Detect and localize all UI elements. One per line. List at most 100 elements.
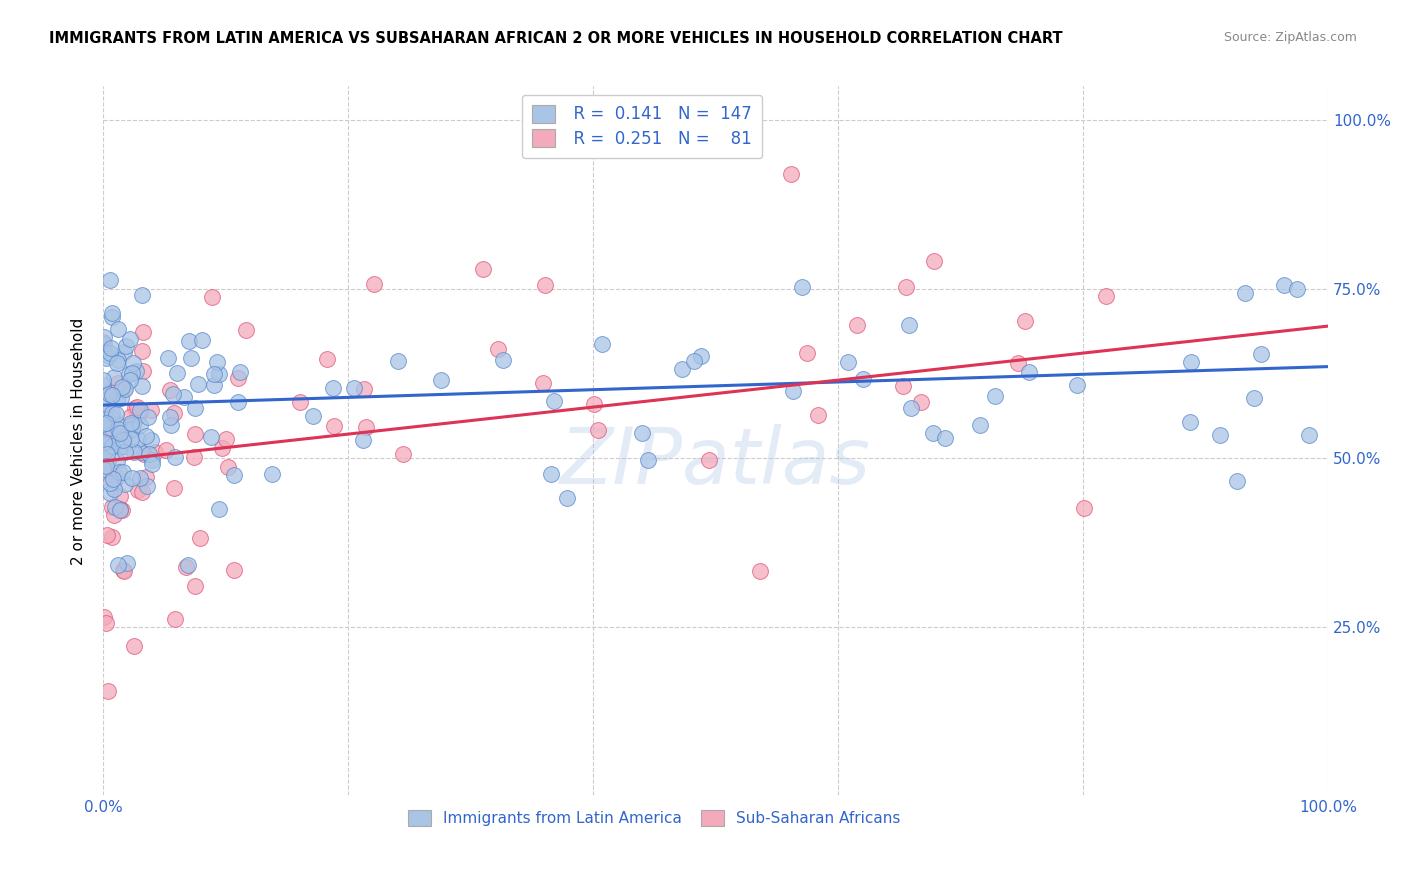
Point: [177, 334, 200, 348]
Point: [105, 356, 128, 370]
Point: [118, 409, 141, 424]
Point: [131, 287, 153, 301]
Point: [202, 367, 225, 381]
Point: [222, 467, 245, 482]
Point: [205, 355, 228, 369]
Point: [97, 684, 120, 698]
Point: [1233, 286, 1256, 301]
Point: [492, 352, 515, 367]
Point: [91, 378, 114, 392]
Point: [1209, 427, 1232, 442]
Point: [93, 434, 115, 449]
Point: [202, 377, 225, 392]
Point: [93, 373, 115, 387]
Point: [215, 433, 238, 447]
Point: [112, 563, 135, 577]
Point: [924, 254, 946, 268]
Point: [591, 336, 613, 351]
Point: [98, 436, 121, 450]
Point: [852, 372, 875, 386]
Point: [107, 352, 129, 367]
Point: [208, 502, 231, 516]
Point: [807, 408, 830, 422]
Point: [224, 563, 246, 577]
Point: [97, 454, 120, 468]
Point: [1007, 356, 1029, 370]
Point: [91, 417, 114, 431]
Point: [782, 384, 804, 398]
Point: [96, 447, 118, 461]
Point: [129, 470, 152, 484]
Point: [112, 433, 135, 447]
Point: [132, 364, 155, 378]
Point: [107, 558, 129, 572]
Point: [107, 470, 129, 484]
Point: [122, 355, 145, 369]
Point: [111, 502, 134, 516]
Point: [114, 476, 136, 491]
Point: [138, 447, 160, 461]
Point: [682, 354, 704, 368]
Point: [229, 365, 252, 379]
Point: [894, 280, 917, 294]
Point: [1014, 313, 1036, 327]
Point: [1066, 377, 1088, 392]
Point: [183, 450, 205, 464]
Point: [114, 445, 136, 459]
Point: [91, 469, 114, 483]
Point: [531, 376, 554, 390]
Point: [631, 426, 654, 441]
Point: [201, 290, 224, 304]
Point: [392, 447, 415, 461]
Point: [101, 406, 124, 420]
Point: [184, 427, 207, 442]
Point: [98, 475, 121, 490]
Point: [93, 434, 115, 449]
Point: [141, 457, 163, 471]
Point: [129, 417, 152, 432]
Point: [108, 489, 131, 503]
Point: [93, 610, 115, 624]
Point: [101, 310, 124, 325]
Point: [129, 403, 152, 417]
Point: [108, 440, 131, 454]
Point: [796, 345, 818, 359]
Point: [98, 485, 121, 500]
Point: [127, 432, 149, 446]
Point: [143, 445, 166, 459]
Point: [91, 462, 114, 476]
Point: [163, 481, 186, 495]
Point: [135, 478, 157, 492]
Point: [163, 450, 186, 464]
Point: [93, 452, 115, 467]
Point: [100, 411, 122, 425]
Point: [122, 639, 145, 653]
Point: [124, 444, 146, 458]
Point: [120, 417, 142, 432]
Point: [103, 508, 125, 522]
Point: [103, 369, 125, 384]
Point: [110, 425, 132, 440]
Point: [187, 377, 209, 392]
Point: [118, 373, 141, 387]
Point: [139, 434, 162, 448]
Point: [121, 422, 143, 436]
Point: [129, 444, 152, 458]
Point: [1180, 355, 1202, 369]
Point: [100, 306, 122, 320]
Point: [103, 426, 125, 441]
Text: Source: ZipAtlas.com: Source: ZipAtlas.com: [1223, 31, 1357, 45]
Point: [141, 402, 163, 417]
Point: [127, 400, 149, 414]
Point: [200, 430, 222, 444]
Point: [1226, 474, 1249, 488]
Point: [1250, 347, 1272, 361]
Point: [1094, 289, 1116, 303]
Point: [174, 560, 197, 574]
Point: [112, 465, 135, 479]
Point: [96, 416, 118, 430]
Point: [322, 381, 344, 395]
Point: [96, 459, 118, 474]
Point: [555, 491, 578, 505]
Point: [134, 447, 156, 461]
